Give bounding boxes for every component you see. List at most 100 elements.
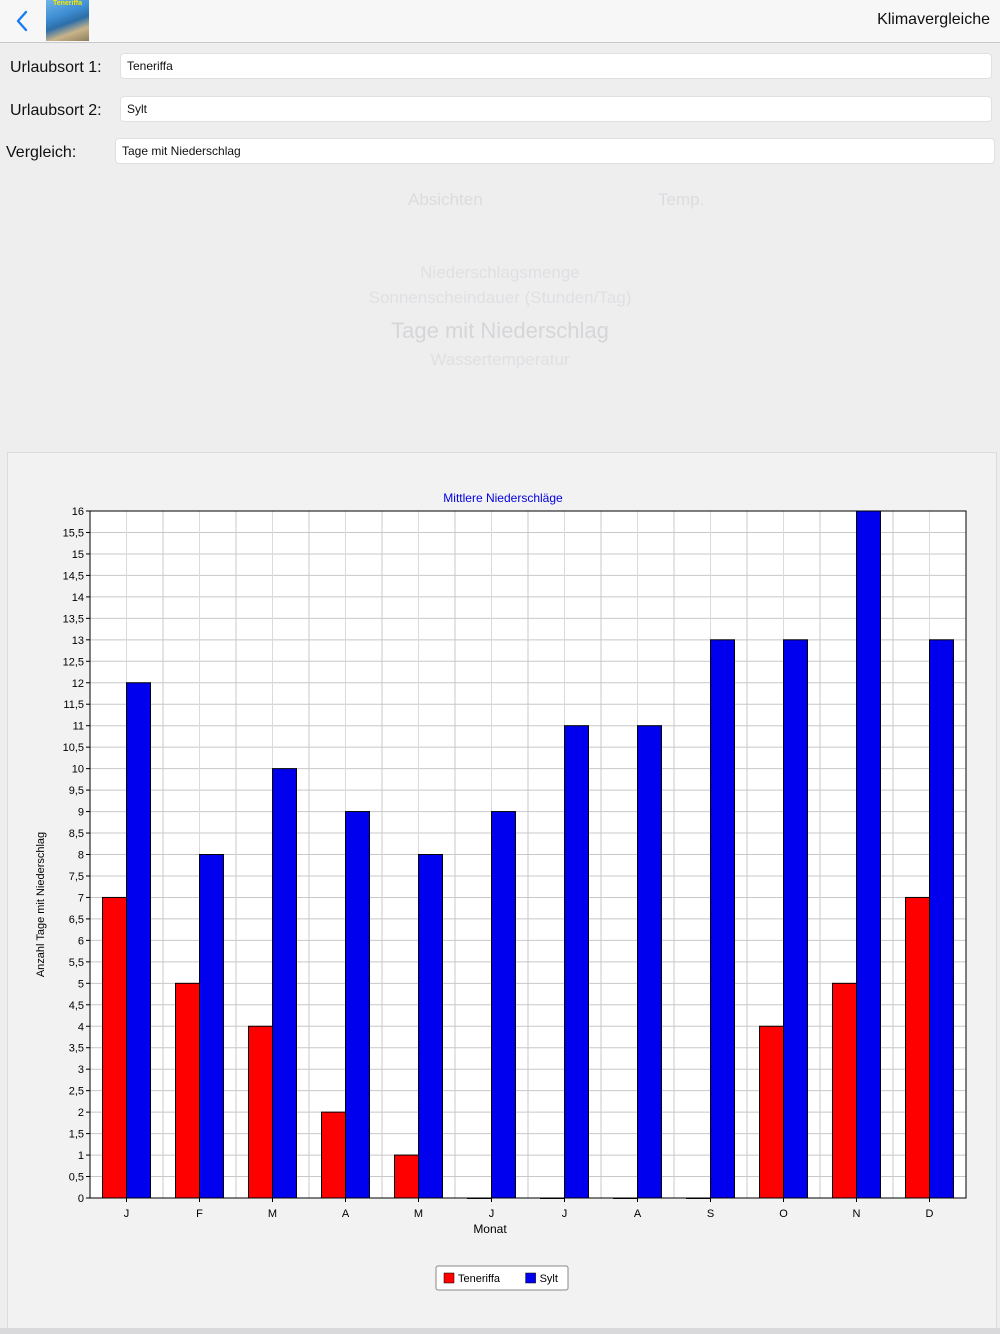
- y-tick-label: 12,5: [63, 656, 84, 668]
- y-tick-label: 3: [78, 1064, 84, 1076]
- thumbnail-caption: Teneriffa: [52, 0, 83, 7]
- y-tick-label: 9: [78, 807, 84, 819]
- navigation-bar: Teneriffa Klimavergleiche: [0, 0, 1000, 43]
- bar-sylt-12: [929, 639, 954, 1199]
- bar-sylt-1: [126, 682, 151, 1199]
- row-urlaubsort-2: Urlaubsort 2: Sylt: [0, 96, 1000, 126]
- y-tick-label: 0: [78, 1193, 84, 1205]
- y-tick-label: 4,5: [69, 1000, 84, 1012]
- y-tick-label: 11,5: [63, 699, 84, 711]
- plot-frame: [89, 510, 967, 1199]
- x-tick-label: F: [196, 1208, 203, 1220]
- y-tick-label: 9,5: [69, 785, 84, 797]
- picker-option[interactable]: Niederschlagsmenge: [420, 263, 580, 282]
- bar-sylt-3: [272, 768, 297, 1199]
- y-tick-label: 10: [72, 764, 84, 776]
- y-tick-label: 4: [78, 1021, 84, 1033]
- bar-teneriffa-12: [905, 896, 930, 1199]
- chart-title: Mittlere Niederschläge: [443, 491, 563, 505]
- x-tick-label: N: [853, 1208, 861, 1220]
- y-tick-label: 2,5: [69, 1086, 84, 1098]
- y-tick-label: 15: [72, 549, 84, 561]
- x-tick-label: M: [268, 1208, 277, 1220]
- y-tick-label: 6,5: [69, 914, 84, 926]
- y-tick-label: 14,5: [63, 570, 84, 582]
- bar-sylt-4: [345, 811, 370, 1199]
- bar-sylt-5: [418, 854, 443, 1199]
- chart-bars: [102, 510, 954, 1199]
- label-urlaubsort-1: Urlaubsort 1:: [10, 59, 102, 76]
- y-tick-label: 16: [72, 506, 84, 518]
- x-tick-label: A: [634, 1208, 642, 1220]
- y-tick-label: 0,5: [69, 1172, 84, 1184]
- back-button[interactable]: [6, 6, 40, 36]
- picker-tab-temp[interactable]: Temp.: [658, 190, 705, 209]
- bottom-edge: [0, 1328, 1000, 1334]
- y-axis-ticks: 00,511,522,533,544,555,566,577,588,599,5…: [63, 506, 90, 1205]
- bar-sylt-10: [783, 639, 808, 1199]
- legend-swatch: [443, 1272, 455, 1284]
- legend-swatch: [525, 1272, 536, 1284]
- x-tick-label: A: [342, 1208, 350, 1220]
- y-tick-label: 8,5: [69, 828, 84, 840]
- bar-sylt-2: [199, 854, 224, 1199]
- label-urlaubsort-2: Urlaubsort 2:: [10, 102, 102, 119]
- chart-grid: [89, 510, 967, 1199]
- x-tick-label: J: [489, 1208, 495, 1220]
- comparison-picker[interactable]: Absichten Temp. Niederschlagsmenge Sonne…: [0, 170, 1000, 450]
- location-thumbnail[interactable]: Teneriffa: [46, 0, 89, 41]
- chevron-left-icon: [16, 10, 28, 32]
- x-tick-label: D: [926, 1208, 934, 1220]
- chart-legend: Teneriffa Sylt: [435, 1265, 569, 1291]
- x-tick-label: J: [562, 1208, 568, 1220]
- picker-option-selected[interactable]: Tage mit Niederschlag: [391, 318, 609, 343]
- page-title: Klimavergleiche: [877, 11, 990, 28]
- y-tick-label: 7: [78, 892, 84, 904]
- picker-option[interactable]: Sonnenscheindauer (Stunden/Tag): [368, 288, 632, 307]
- y-tick-label: 5: [78, 978, 84, 990]
- picker-option[interactable]: Wassertemperatur: [430, 350, 570, 369]
- vergleich-field[interactable]: Tage mit Niederschlag: [115, 138, 995, 164]
- y-tick-label: 13,5: [63, 613, 84, 625]
- row-urlaubsort-1: Urlaubsort 1: Teneriffa: [0, 53, 1000, 83]
- urlaubsort-2-field[interactable]: Sylt: [120, 96, 992, 122]
- bar-teneriffa-3: [248, 1025, 273, 1199]
- urlaubsort-1-field[interactable]: Teneriffa: [120, 53, 992, 79]
- legend-entry: Teneriffa: [458, 1273, 501, 1285]
- bar-teneriffa-1: [102, 896, 127, 1199]
- bar-teneriffa-10: [759, 1025, 784, 1199]
- picker-tab-absichten[interactable]: Absichten: [408, 190, 483, 209]
- bar-teneriffa-4: [321, 1111, 346, 1199]
- y-axis-label: Anzahl Tage mit Niederschlag: [35, 832, 47, 977]
- bar-teneriffa-2: [175, 982, 200, 1199]
- bar-teneriffa-11: [832, 982, 857, 1199]
- y-tick-label: 7,5: [69, 871, 84, 883]
- bar-sylt-7: [564, 725, 589, 1199]
- legend-box: [435, 1265, 569, 1291]
- y-tick-label: 10,5: [63, 742, 84, 754]
- precipitation-chart: Mittlere Niederschläge 00,511,522,533,54…: [35, 491, 967, 1291]
- y-tick-label: 3,5: [69, 1043, 84, 1055]
- bar-sylt-8: [637, 725, 662, 1199]
- bar-sylt-6: [491, 811, 516, 1199]
- y-tick-label: 1: [78, 1150, 84, 1162]
- x-tick-label: J: [124, 1208, 130, 1220]
- bar-sylt-9: [710, 639, 735, 1199]
- y-tick-label: 5,5: [69, 957, 84, 969]
- y-tick-label: 15,5: [63, 527, 84, 539]
- row-vergleich: Vergleich: Tage mit Niederschlag: [0, 138, 1000, 168]
- y-tick-label: 13: [72, 635, 84, 647]
- x-tick-label: M: [414, 1208, 423, 1220]
- y-tick-label: 11: [73, 721, 84, 733]
- x-axis-label: Monat: [473, 1222, 507, 1236]
- x-tick-label: S: [707, 1208, 714, 1220]
- label-vergleich: Vergleich:: [6, 144, 77, 161]
- y-tick-label: 1,5: [69, 1129, 84, 1141]
- y-tick-label: 8: [78, 850, 84, 862]
- chart-card: Mittlere Niederschläge 0 0,5 1 1,5 2 2,5 3 3,5 4…: [7, 452, 997, 1330]
- y-tick-label: 6: [78, 935, 84, 947]
- y-tick-label: 12: [72, 678, 84, 690]
- y-tick-label: 2: [78, 1107, 84, 1119]
- x-tick-label: O: [779, 1208, 788, 1220]
